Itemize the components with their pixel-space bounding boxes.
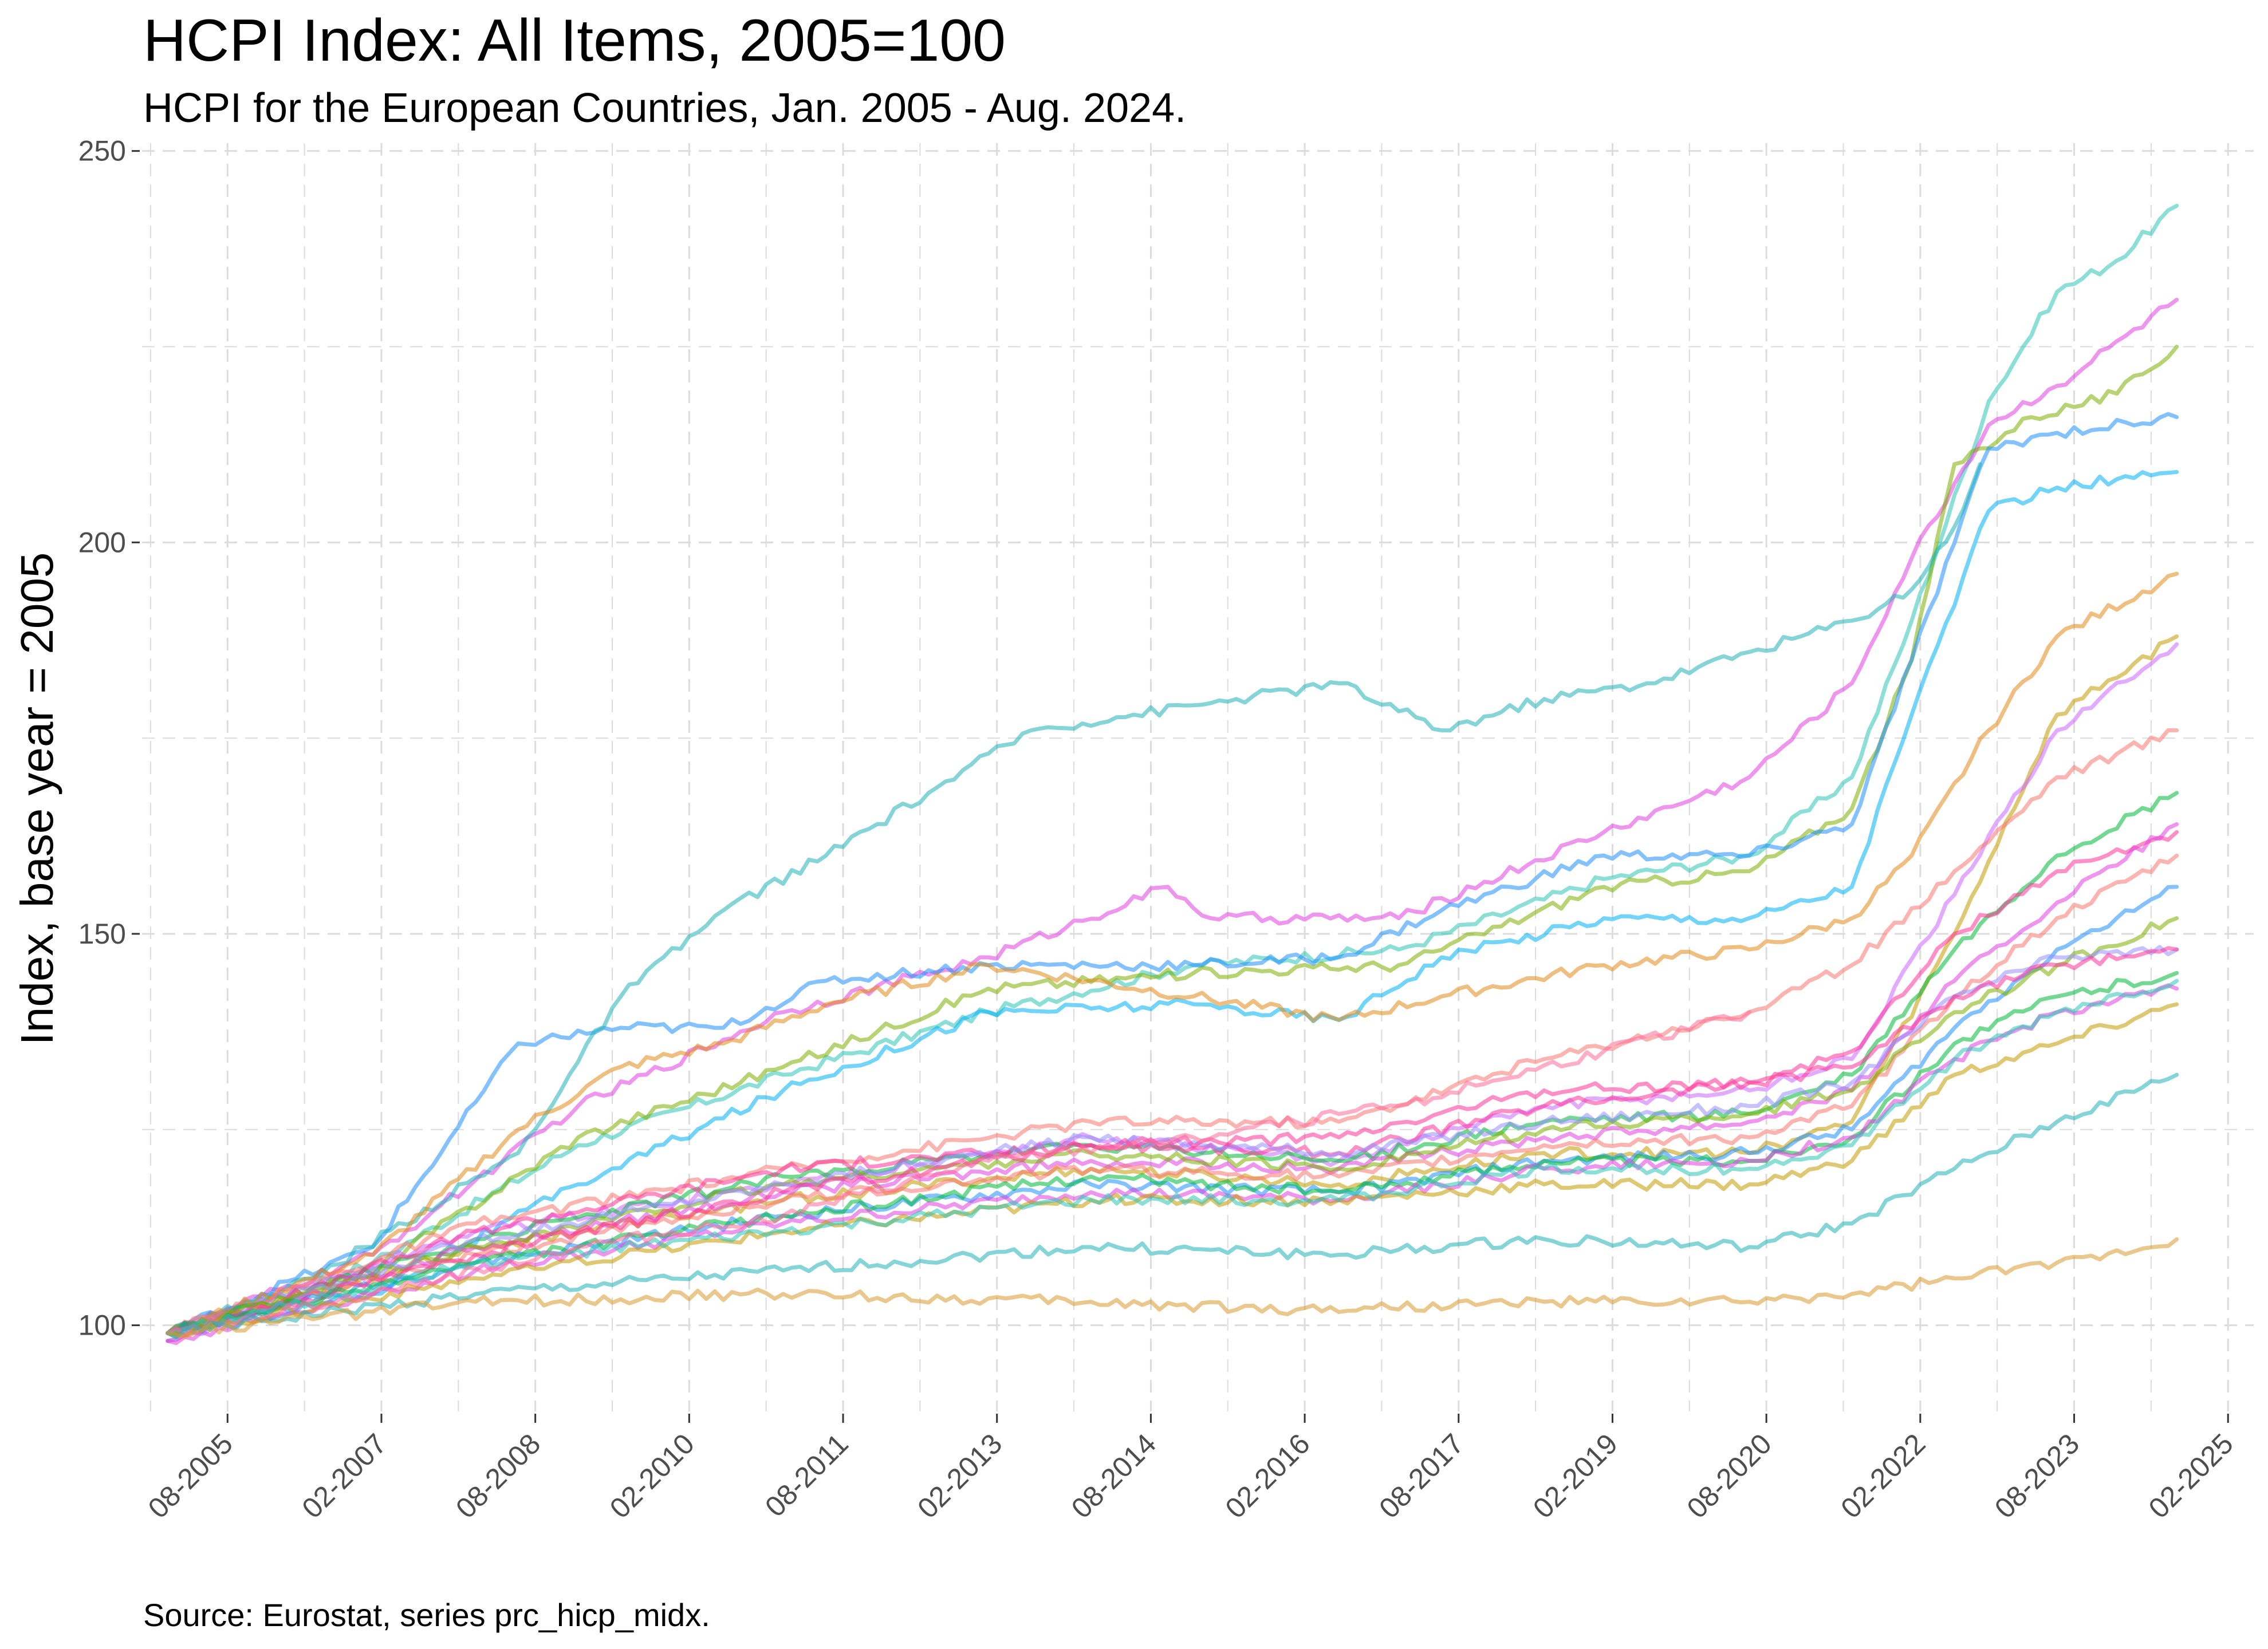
chart-title: HCPI Index: All Items, 2005=100 <box>143 7 1006 74</box>
series-line-1 <box>166 203 2179 1335</box>
series-lines <box>166 203 2179 1346</box>
grid <box>142 143 2254 1411</box>
series-line-18 <box>166 946 2179 1335</box>
y-axis: 100 150 200 250 <box>78 135 140 1342</box>
x-tick-label: 08-2005 <box>142 1427 239 1524</box>
series-line-5 <box>166 470 2179 1335</box>
series-line-15 <box>166 885 2179 1339</box>
series-line-3 <box>166 345 2179 1335</box>
x-tick-label: 08-2020 <box>1681 1427 1778 1524</box>
source-caption: Source: Eurostat, series prc_hicp_midx. <box>143 1597 710 1633</box>
y-tick-label: 200 <box>78 526 126 558</box>
x-axis: 08-2005 02-2007 08-2008 02-2010 08-2011 02-20… <box>142 1414 2239 1525</box>
x-tick-label: 08-2017 <box>1373 1427 1470 1524</box>
chart-subtitle: HCPI for the European Countries, Jan. 20… <box>143 85 1187 131</box>
series-line-16 <box>166 916 2179 1336</box>
y-tick-label: 150 <box>78 918 126 950</box>
series-line-8 <box>166 634 2179 1335</box>
series-line-10 <box>166 728 2179 1335</box>
x-tick-label: 08-2014 <box>1065 1427 1162 1524</box>
series-line-14 <box>166 853 2179 1335</box>
series-line-7 <box>166 571 2179 1335</box>
series-line-12 <box>166 830 2179 1343</box>
x-tick-label: 02-2016 <box>1219 1427 1316 1524</box>
x-tick-label: 02-2010 <box>604 1427 700 1524</box>
x-tick-label: 02-2025 <box>2143 1427 2239 1524</box>
series-line-25 <box>166 1237 2179 1339</box>
series-line-24 <box>166 1072 2179 1340</box>
x-tick-label: 02-2007 <box>296 1427 392 1524</box>
x-tick-label: 08-2008 <box>450 1427 546 1524</box>
x-tick-label: 02-2022 <box>1834 1427 1931 1524</box>
x-tick-label: 08-2023 <box>1989 1427 2085 1524</box>
x-tick-label: 08-2011 <box>759 1427 855 1523</box>
y-axis-label: Index, base year = 2005 <box>11 553 62 1046</box>
series-line-23 <box>166 1010 1751 1338</box>
series-line-6 <box>166 462 1982 1338</box>
x-tick-label: 02-2013 <box>911 1427 1008 1524</box>
series-line-22 <box>166 979 2179 1335</box>
y-tick-label: 250 <box>78 135 126 167</box>
series-line-4 <box>166 412 2179 1335</box>
y-tick-label: 100 <box>78 1309 126 1342</box>
x-tick-label: 02-2019 <box>1527 1427 1624 1524</box>
